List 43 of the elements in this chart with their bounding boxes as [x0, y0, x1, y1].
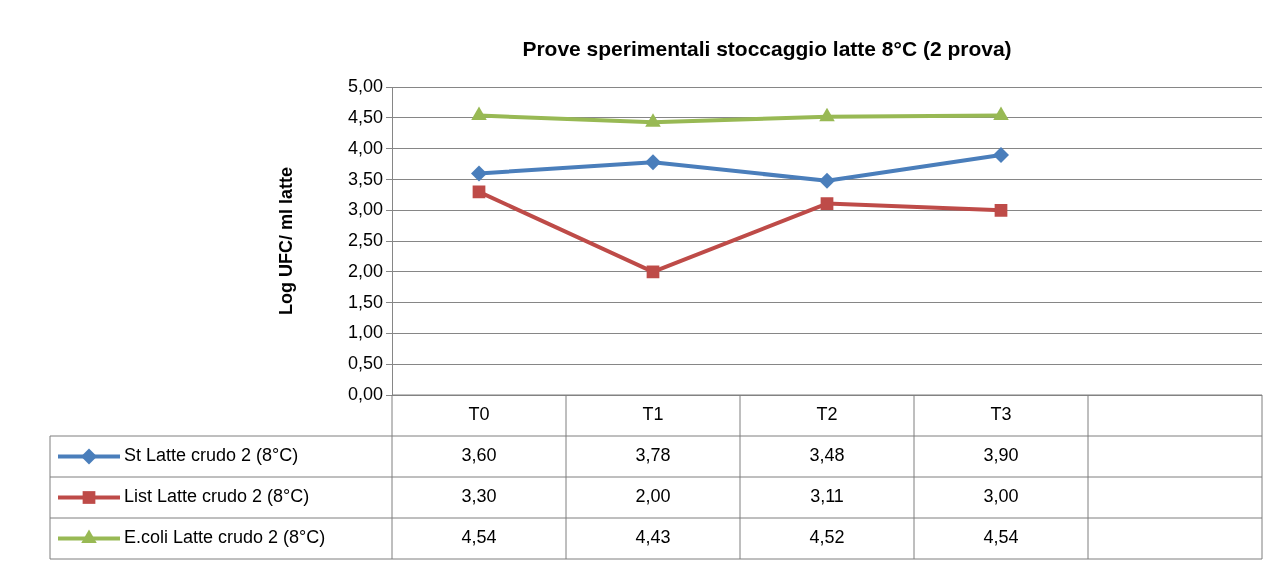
y-tick-label: 0,00 [347, 383, 383, 404]
point [472, 185, 486, 199]
legend-label: St Latte crudo 2 (8°C) [124, 445, 299, 466]
y-tick-label: 2,00 [347, 260, 383, 281]
point [993, 106, 1009, 121]
y-tick-label: 1,00 [347, 322, 383, 343]
y-tick-label: 4,50 [347, 106, 383, 127]
data-label: 4,52 [809, 527, 845, 548]
point [993, 146, 1009, 163]
data-label: 3,60 [461, 445, 497, 466]
data-label: 3,11 [810, 486, 844, 507]
data-label: 3,90 [983, 445, 1019, 466]
point [471, 165, 487, 182]
data-label: 2,00 [635, 486, 671, 507]
y-axis-title: Log UFC/ ml latte [275, 167, 296, 316]
legend-label: List Latte crudo 2 (8°C) [124, 486, 310, 507]
data-label: 4,43 [635, 527, 671, 548]
y-tick-label: 3,50 [347, 168, 383, 189]
data-label: 3,30 [461, 486, 497, 507]
point [645, 154, 661, 171]
data-label: 4,54 [461, 527, 497, 548]
point [819, 107, 835, 122]
y-tick-label: 1,50 [347, 291, 383, 312]
point [994, 203, 1008, 217]
chart-title: Prove sperimentali stoccaggio latte 8°C (2 prova) [522, 37, 1012, 61]
x-tick-label: T3 [990, 404, 1012, 425]
y-tick-label: 0,50 [347, 353, 383, 374]
data-label: 4,54 [983, 527, 1019, 548]
point [471, 106, 487, 121]
y-tick-label: 2,50 [347, 230, 383, 251]
x-tick-label: T2 [816, 404, 838, 425]
data-label: 3,00 [983, 486, 1019, 507]
legend-label: E.coli Latte crudo 2 (8°C) [124, 527, 326, 548]
point [819, 172, 835, 189]
y-tick-label: 3,00 [347, 199, 383, 220]
x-tick-label: T0 [468, 404, 490, 425]
y-tick-label: 5,00 [347, 76, 383, 97]
data-label: 3,78 [635, 445, 671, 466]
point [820, 197, 834, 210]
y-tick-label: 4,00 [347, 137, 383, 158]
x-tick-label: T1 [642, 404, 664, 425]
data-label: 3,48 [809, 445, 845, 466]
point [645, 113, 661, 127]
